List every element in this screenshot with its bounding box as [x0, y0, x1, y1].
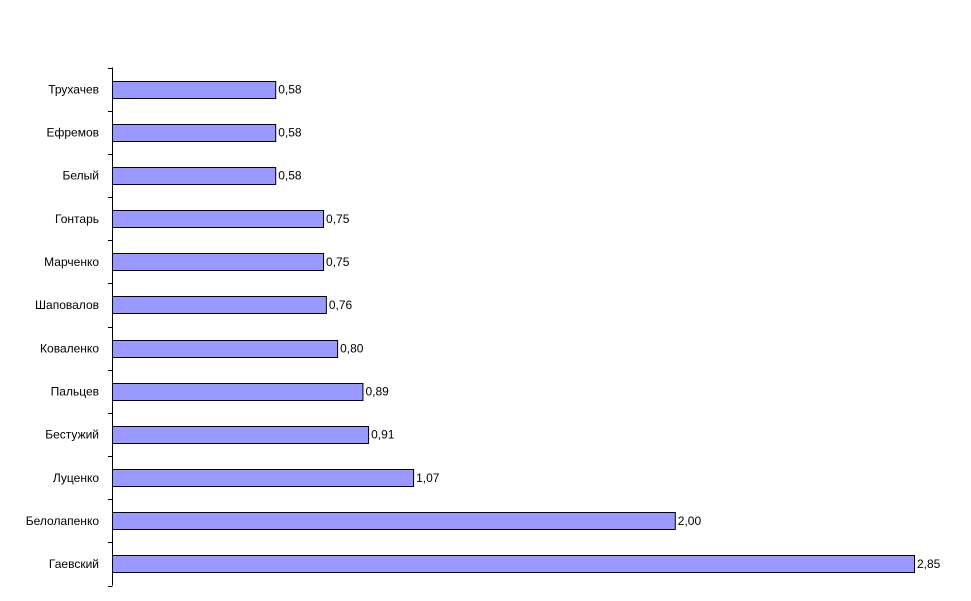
value-label: 0,58: [278, 169, 302, 183]
value-label: 0,91: [371, 428, 395, 442]
bar: [112, 340, 339, 358]
value-label: 2,85: [917, 557, 941, 571]
value-label: 0,58: [278, 82, 302, 96]
value-label: 0,76: [329, 298, 353, 312]
category-label: Гаевский: [49, 557, 99, 571]
category-label: Пальцев: [51, 384, 99, 398]
value-label: 0,75: [326, 255, 350, 269]
value-label: 0,80: [340, 341, 364, 355]
value-label: 1,07: [416, 471, 440, 485]
bar: [112, 167, 277, 185]
bar: [112, 469, 415, 487]
bar: [112, 512, 676, 530]
category-label: Трухачев: [48, 82, 99, 96]
category-label: Шаповалов: [35, 298, 99, 312]
category-label: Ефремов: [46, 125, 99, 139]
category-label: Белый: [63, 169, 99, 183]
category-label: Коваленко: [40, 341, 99, 355]
category-label: Луценко: [53, 471, 99, 485]
value-label: 0,58: [278, 125, 302, 139]
category-label: Гонтарь: [55, 212, 99, 226]
bar: [112, 426, 370, 444]
category-label: Бестужий: [45, 428, 99, 442]
bar: [112, 296, 327, 314]
value-label: 2,00: [678, 514, 702, 528]
category-label: Белолапенко: [26, 514, 100, 528]
bar: [112, 555, 915, 573]
bar: [112, 124, 277, 142]
bar: [112, 81, 277, 99]
bar: [112, 253, 325, 271]
bar: [112, 210, 325, 228]
bar: [112, 383, 364, 401]
category-label: Марченко: [44, 255, 99, 269]
value-label: 0,89: [365, 384, 389, 398]
value-label: 0,75: [326, 212, 350, 226]
